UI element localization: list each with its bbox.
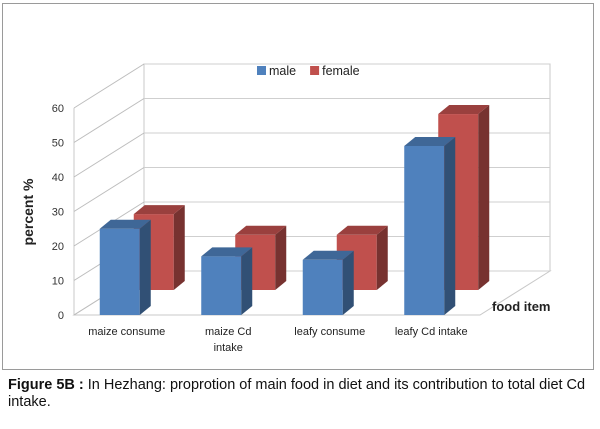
y-tick-label: 60 [52,103,64,115]
bar-top-face [302,250,354,260]
bar-front-face [404,145,445,315]
gridline-side [73,98,145,143]
legend-swatch-male [257,66,266,75]
y-tick-label: 0 [58,310,64,322]
bar-top-face [133,205,185,215]
bar-male-1 [99,219,151,315]
bar-side-face [139,219,151,315]
bar-side-face [342,250,354,315]
bar-male-2 [201,247,253,315]
x-tick-label: leafy consume [294,326,365,338]
caption-label: Figure 5B : [8,377,84,393]
bar-front-face [302,259,343,315]
bar-top-face [438,105,490,115]
x-axis-label: food item [492,299,551,314]
gridline-side [73,167,145,212]
x-axis-ticks: maize consume maize Cd intake leafy consume… [88,326,467,354]
gridline-side [73,132,145,178]
y-tick-label: 50 [52,138,64,150]
bar-chart: 0 10 20 30 40 50 60 maize consume maize Cd intak… [20,63,552,354]
bar-side-face [444,136,456,315]
legend-label-male: male [269,64,296,78]
bar-side-face [376,225,388,290]
y-tick-label: 20 [52,241,64,253]
x-tick-label: intake [214,342,243,354]
y-tick-label: 30 [52,207,64,219]
legend-swatch-female [310,66,320,75]
x-tick-label: maize consume [88,326,165,338]
x-tick-label: leafy Cd intake [395,326,468,338]
bar-top-face [336,225,388,235]
bar-front-face [99,228,140,315]
bar-male-3 [302,250,354,315]
y-axis-ticks: 0 10 20 30 40 50 60 [52,103,64,322]
bar-group [99,105,490,315]
caption-text: In Hezhang: proprotion of main food in d… [8,377,586,410]
bar-top-face [235,225,287,235]
bar-side-face [173,205,185,290]
x-tick-label: maize Cd [205,326,251,338]
bar-side-face [241,247,253,315]
figure-caption: Figure 5B : In Hezhang: proprotion of ma… [8,377,596,411]
y-tick-label: 40 [52,172,64,184]
gridline-side [73,63,145,109]
bar-male-4 [404,136,456,315]
bar-side-face [478,105,490,290]
y-tick-label: 10 [52,276,64,288]
bar-top-face [201,247,253,257]
bar-front-face [201,256,242,315]
legend: male female [257,64,360,78]
bar-top-face [99,219,151,229]
bar-top-face [404,136,456,146]
legend-label-female: female [322,64,360,78]
bar-side-face [275,225,287,290]
y-axis-label: percent % [20,178,36,245]
